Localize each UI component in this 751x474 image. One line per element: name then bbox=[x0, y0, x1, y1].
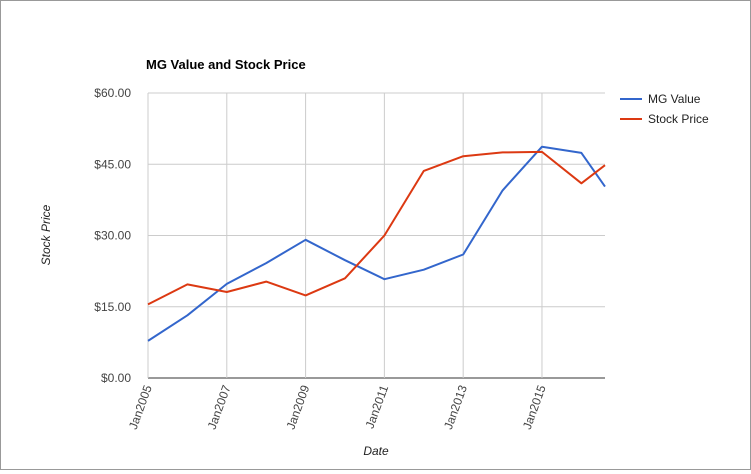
y-tick-label: $15.00 bbox=[94, 300, 131, 314]
y-tick-label: $60.00 bbox=[94, 86, 131, 100]
grid-lines bbox=[147, 92, 605, 379]
y-tick-label: $0.00 bbox=[101, 371, 131, 385]
legend: MG Value Stock Price bbox=[620, 92, 709, 126]
x-axis-label: Date bbox=[363, 444, 389, 458]
series-lines bbox=[147, 145, 606, 342]
y-axis-label: Stock Price bbox=[39, 204, 53, 265]
x-tick-label: Jan2009 bbox=[284, 383, 313, 431]
y-tick-label: $45.00 bbox=[94, 157, 131, 171]
y-tick-label: $30.00 bbox=[94, 229, 131, 243]
series-line-mg-value bbox=[147, 145, 606, 342]
x-tick-label: Jan2015 bbox=[520, 383, 549, 431]
series-line-stock-price bbox=[147, 150, 606, 306]
x-tick-label: Jan2007 bbox=[205, 383, 234, 431]
legend-label: MG Value bbox=[648, 92, 701, 106]
x-axis-ticks: Jan2005 Jan2007 Jan2009 Jan2011 Jan2013 Jan20… bbox=[126, 383, 549, 431]
x-tick-label: Jan2011 bbox=[363, 383, 392, 431]
x-tick-label: Jan2005 bbox=[126, 383, 155, 431]
x-tick-label: Jan2013 bbox=[441, 383, 470, 431]
chart-title: MG Value and Stock Price bbox=[146, 57, 306, 72]
legend-label: Stock Price bbox=[648, 112, 709, 126]
y-axis-ticks: $0.00 $15.00 $30.00 $45.00 $60.00 bbox=[94, 86, 131, 385]
